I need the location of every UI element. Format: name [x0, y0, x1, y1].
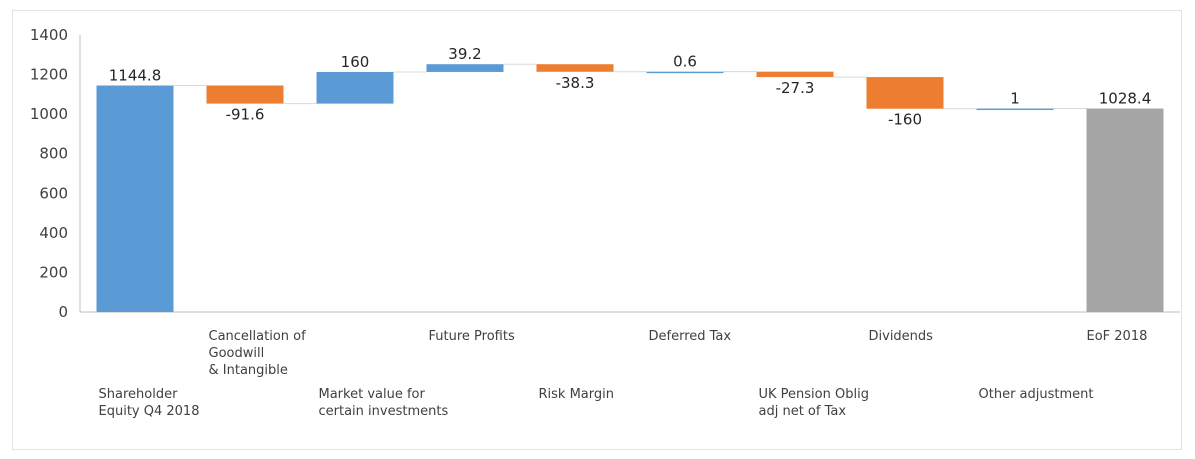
- y-tick-label: 200: [39, 263, 68, 281]
- category-label: UK Pension Oblig adj net of Tax: [759, 387, 869, 419]
- category-label-line: & Intangible: [209, 363, 288, 378]
- category-label-line: certain investments: [319, 404, 449, 419]
- data-label: 1144.8: [109, 66, 162, 84]
- bar: [976, 108, 1054, 111]
- y-tick-label: 1000: [30, 105, 68, 123]
- data-label: 1028.4: [1099, 90, 1152, 108]
- category-label: Risk Margin: [539, 387, 614, 402]
- category-label: Future Profits: [429, 329, 515, 344]
- bar: [536, 64, 614, 72]
- category-label: Dividends: [869, 329, 934, 344]
- y-tick-labels: 0 200 400 600 800 1000 1200 1400: [30, 26, 68, 321]
- category-label-line: Cancellation of: [209, 329, 307, 344]
- chart-frame: [12, 10, 1182, 450]
- bar: [866, 77, 944, 109]
- y-tick-label: 1200: [30, 66, 68, 84]
- category-label-line: Other adjustment: [979, 387, 1094, 402]
- bar: [426, 64, 504, 72]
- y-tick-label: 800: [39, 145, 68, 163]
- connector-lines: [173, 63, 1087, 110]
- category-label: Deferred Tax: [649, 329, 732, 344]
- data-label: 0.6: [673, 53, 697, 71]
- category-label: EoF 2018: [1087, 329, 1148, 344]
- y-tick-label: 400: [39, 224, 68, 242]
- category-label-line: Goodwill: [209, 346, 265, 361]
- category-label-line: Future Profits: [429, 329, 515, 344]
- data-label: -160: [888, 111, 922, 129]
- bar: [96, 85, 174, 313]
- category-label-line: EoF 2018: [1087, 329, 1148, 344]
- category-label-line: Equity Q4 2018: [99, 404, 200, 419]
- category-label: Cancellation of Goodwill & Intangible: [209, 329, 307, 378]
- category-label-line: Deferred Tax: [649, 329, 732, 344]
- y-tick-label: 0: [58, 303, 68, 321]
- category-labels: Shareholder Equity Q4 2018 Cancellation of…: [99, 329, 1148, 419]
- bar: [646, 71, 724, 74]
- bar: [756, 71, 834, 78]
- bar: [316, 71, 394, 104]
- data-label: -27.3: [776, 79, 815, 97]
- data-label: 1: [1010, 90, 1020, 108]
- category-label: Shareholder Equity Q4 2018: [99, 387, 200, 419]
- bar: [1086, 108, 1164, 312]
- data-label: 39.2: [448, 45, 481, 63]
- category-label: Market value for certain investments: [319, 387, 449, 419]
- bar: [206, 85, 284, 104]
- category-label-line: adj net of Tax: [759, 404, 847, 419]
- data-label: -91.6: [226, 106, 265, 124]
- category-label-line: Market value for: [319, 387, 426, 402]
- category-label-line: Shareholder: [99, 387, 179, 402]
- data-labels: 1144.8 -91.6 160 39.2 -38.3 0.6 -27.3 -160 1 1028…: [109, 45, 1152, 129]
- data-label: -38.3: [556, 74, 595, 92]
- data-label: 160: [341, 53, 370, 71]
- category-label: Other adjustment: [979, 387, 1094, 402]
- y-tick-label: 1400: [30, 26, 68, 44]
- category-label-line: Risk Margin: [539, 387, 614, 402]
- bars: [96, 64, 1164, 313]
- category-label-line: UK Pension Oblig: [759, 387, 869, 402]
- category-label-line: Dividends: [869, 329, 934, 344]
- y-tick-label: 600: [39, 184, 68, 202]
